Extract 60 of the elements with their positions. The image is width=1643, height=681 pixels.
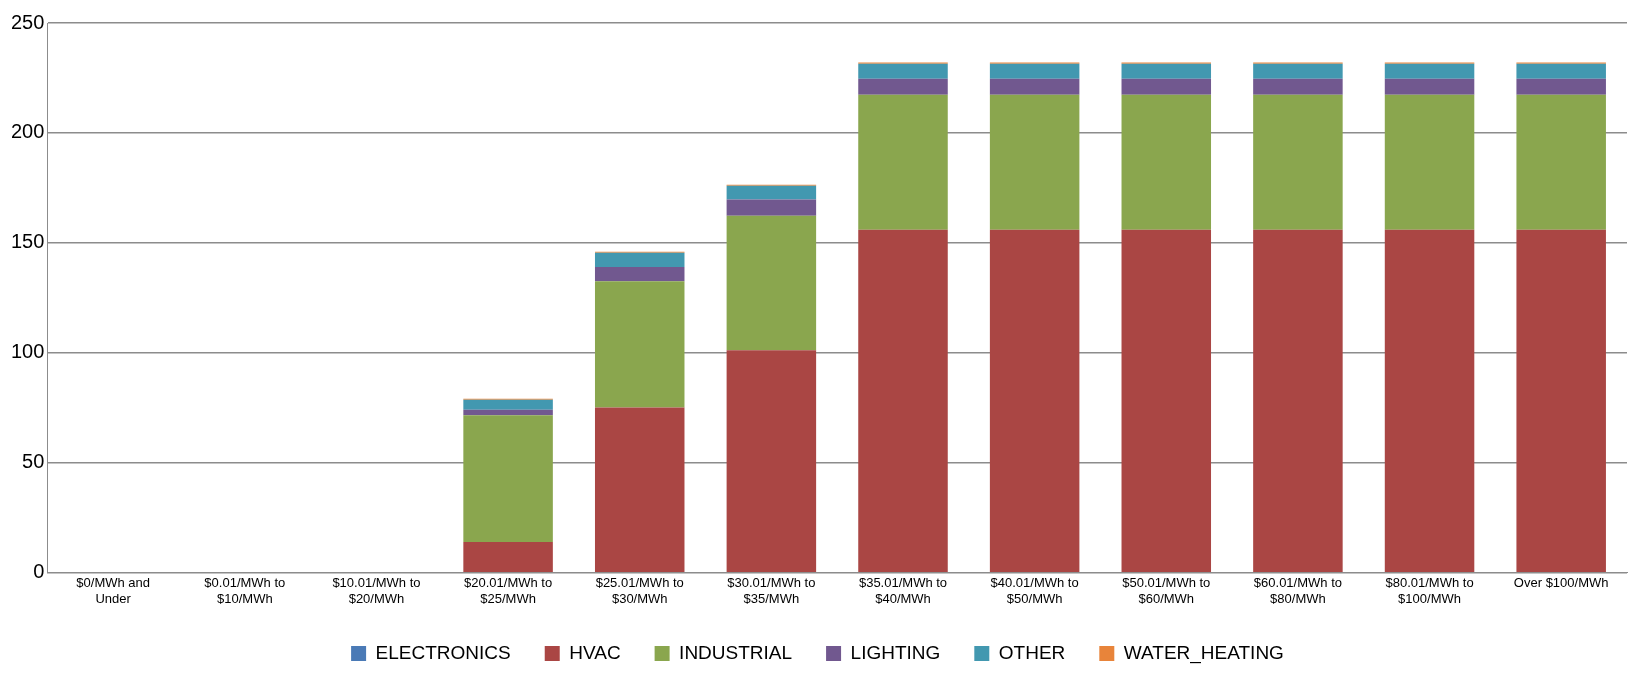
bar [594, 267, 685, 282]
bar [726, 185, 817, 200]
bar [1384, 229, 1475, 573]
bar [858, 78, 948, 95]
bar [1121, 78, 1212, 95]
bar [1516, 94, 1606, 230]
x-tick-label: $35.01/MWh to $40/MWh [858, 575, 948, 606]
legend-label: OTHER [998, 641, 1066, 663]
bar [989, 78, 1080, 95]
bar [726, 350, 817, 573]
bar [594, 407, 685, 573]
legend-label: LIGHTING [850, 641, 941, 663]
bar [1384, 63, 1475, 79]
bar [1516, 229, 1606, 573]
x-tick-label: $10.01/MWh to $20/MWh [332, 575, 421, 606]
bar [1253, 229, 1343, 573]
bar [1253, 94, 1343, 230]
x-tick-label: $40.01/MWh to $50/MWh [990, 575, 1079, 606]
bar [1253, 78, 1343, 95]
x-tick-label: $25.01/MWh to $30/MWh [595, 575, 684, 606]
bar [726, 199, 817, 216]
bar [463, 399, 553, 410]
bar [858, 63, 948, 79]
bar [1384, 94, 1475, 230]
bar [989, 229, 1080, 573]
bar [1121, 63, 1212, 79]
y-tick-label: 250 [10, 10, 45, 33]
y-tick-label: 50 [22, 450, 45, 473]
y-tick-label: 0 [33, 560, 45, 583]
x-tick-label: $20.01/MWh to $25/MWh [464, 575, 553, 606]
x-tick-label: $50.01/MWh to $60/MWh [1122, 575, 1211, 606]
bar [989, 63, 1080, 79]
bar [463, 415, 553, 543]
bar [594, 281, 685, 408]
x-tick-label: $80.01/MWh to $100/MWh [1385, 575, 1474, 606]
y-tick-label: 150 [10, 230, 45, 253]
legend-label: INDUSTRIAL [679, 641, 793, 663]
bar [1253, 63, 1343, 79]
legend-label: ELECTRONICS [375, 641, 511, 663]
x-tick-label: $30.01/MWh to $35/MWh [727, 575, 816, 606]
bar [858, 229, 948, 573]
y-tick-label: 200 [10, 120, 45, 143]
x-tick-label: $0/MWh and Under [76, 575, 151, 606]
y-tick-label: 100 [10, 340, 45, 363]
bar [1121, 94, 1212, 230]
bar [1121, 229, 1212, 573]
bar [989, 94, 1080, 230]
bar [594, 252, 685, 268]
x-tick-label: Over $100/MWh [1513, 575, 1609, 591]
bar [858, 94, 948, 230]
x-tick-label: $0.01/MWh to $10/MWh [204, 575, 286, 606]
bar [463, 542, 553, 573]
bar [1384, 78, 1475, 95]
bar [1516, 78, 1606, 95]
legend-label: HVAC [569, 641, 621, 663]
legend-label: WATER_HEATING [1123, 641, 1284, 664]
bar [726, 215, 817, 351]
bar [463, 409, 553, 416]
x-tick-label: $60.01/MWh to $80/MWh [1253, 575, 1342, 606]
bar [1516, 63, 1606, 79]
